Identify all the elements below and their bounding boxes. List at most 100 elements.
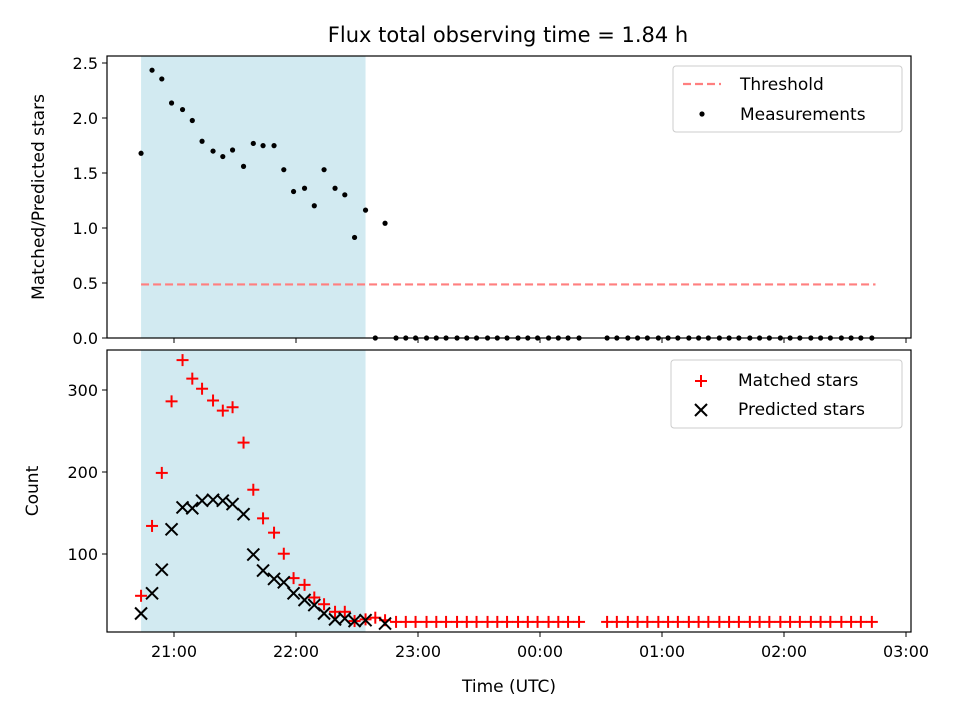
predicted-stars-point (195, 493, 209, 508)
measurements-point (260, 143, 266, 149)
matched-stars-point (268, 526, 281, 539)
ratio-legend: Threshold Measurements (672, 65, 903, 133)
matched-stars-point (186, 372, 199, 385)
predicted-stars-point (378, 616, 392, 631)
matched-stars-point (247, 483, 260, 496)
predicted-stars-point (134, 606, 148, 621)
matched-stars-point (440, 615, 453, 628)
ratio-panel: 0.0 0.5 1.0 1.5 2.0 2.5 Matched/Predicted sta… (29, 54, 912, 348)
predicted-stars-point (236, 507, 251, 521)
measurements-point (210, 148, 216, 154)
y-tick-label: 1.5 (73, 164, 98, 183)
matched-stars-point (135, 589, 148, 602)
matched-stars-point (318, 598, 331, 611)
x-tick-label: 00:00 (517, 642, 563, 661)
matched-stars-point (216, 404, 229, 417)
predicted-stars-point (277, 575, 291, 590)
matched-stars-point (501, 615, 514, 628)
measurements-point (168, 100, 175, 106)
legend-measurements-label: Measurements (740, 105, 866, 125)
count-y-axis-label: Count (23, 465, 43, 516)
x-axis-label: Time (UTC) (461, 677, 556, 697)
measurements-point (138, 150, 144, 156)
y-tick-label: 2.5 (73, 54, 98, 73)
matched-stars-point (237, 436, 250, 449)
measurements-point (351, 234, 358, 241)
y-tick-label: 2.0 (73, 109, 98, 128)
matched-stars-point (207, 394, 220, 407)
matched-stars-point (226, 401, 239, 414)
predicted-stars-point (347, 614, 362, 628)
matched-stars-point (196, 382, 209, 395)
legend-matched-label: Matched stars (738, 371, 858, 391)
measurements-point (271, 143, 277, 149)
measurements-point (362, 207, 369, 213)
measurements-point (382, 220, 388, 226)
matched-stars-point (702, 615, 715, 628)
predicted-stars-point (225, 497, 240, 511)
y-tick-label: 300 (67, 381, 98, 400)
x-tick-label: 21:00 (151, 642, 197, 661)
matched-stars-point (671, 615, 684, 628)
matched-stars-point (763, 615, 776, 628)
matched-stars-point (610, 615, 623, 628)
predicted-stars-point (286, 586, 301, 600)
matched-stars-point (865, 615, 878, 628)
ratio-y-axis-label: Matched/Predicted stars (29, 94, 49, 300)
matched-stars-point (257, 512, 270, 525)
predicted-stars-point (297, 593, 312, 607)
predicted-stars-point (246, 547, 261, 562)
x-tick-label: 23:00 (395, 642, 441, 661)
legend-matched-swatch (695, 375, 707, 387)
count-legend: Matched stars Predicted stars (670, 359, 903, 429)
ratio-panel-frame (106, 55, 912, 339)
matched-stars-point (155, 466, 168, 479)
predicted-stars-point (338, 611, 352, 626)
y-tick-label: 1.0 (73, 219, 98, 238)
predicted-stars-point (267, 572, 281, 586)
measurements-point (281, 167, 287, 173)
matched-stars-point (165, 395, 178, 408)
predicted-stars-point (164, 522, 179, 537)
y-tick-label: 200 (67, 463, 98, 482)
measurements-point (220, 153, 226, 160)
measurements-point (189, 117, 195, 124)
matched-stars-point (409, 615, 422, 628)
matched-stars-point (277, 547, 290, 560)
matched-stars-point (338, 605, 351, 618)
matched-stars-point (531, 615, 544, 628)
matched-stars-point (854, 615, 867, 628)
measurements-point (179, 106, 186, 113)
measurements-point (199, 138, 205, 144)
matched-stars-point (287, 572, 300, 585)
matched-stars-point (470, 615, 483, 628)
y-tick-label: 0.5 (73, 274, 98, 293)
matched-stars-point (793, 615, 806, 628)
matched-stars-point (824, 615, 837, 628)
matched-stars-point (176, 354, 189, 367)
matched-stars-point (573, 615, 586, 628)
measurements-point (290, 188, 297, 195)
measurements-point (159, 76, 165, 82)
legend-predicted-swatch (694, 403, 708, 417)
observing-interval-shade (141, 56, 366, 338)
ratio-legend-box (672, 65, 903, 133)
measurements-point (342, 192, 348, 198)
predicted-stars-point (216, 493, 230, 508)
measurements-point (321, 167, 327, 173)
x-tick-label: 01:00 (639, 642, 685, 661)
x-tick-label: 22:00 (273, 642, 319, 661)
x-tick-label: 03:00 (883, 642, 929, 661)
count-panel-frame (106, 349, 912, 633)
predicted-stars-point (155, 563, 169, 577)
chart-title: Flux total observing time = 1.84 h (328, 23, 688, 47)
predicted-stars-point (358, 613, 373, 627)
matched-stars-point (308, 591, 321, 604)
y-tick-label: 100 (67, 545, 98, 564)
y-tick-label: 0.0 (73, 329, 98, 348)
measurements-point (250, 140, 256, 147)
legend-predicted-label: Predicted stars (738, 400, 865, 420)
count-legend-box (670, 359, 903, 429)
matched-stars-point (732, 615, 745, 628)
